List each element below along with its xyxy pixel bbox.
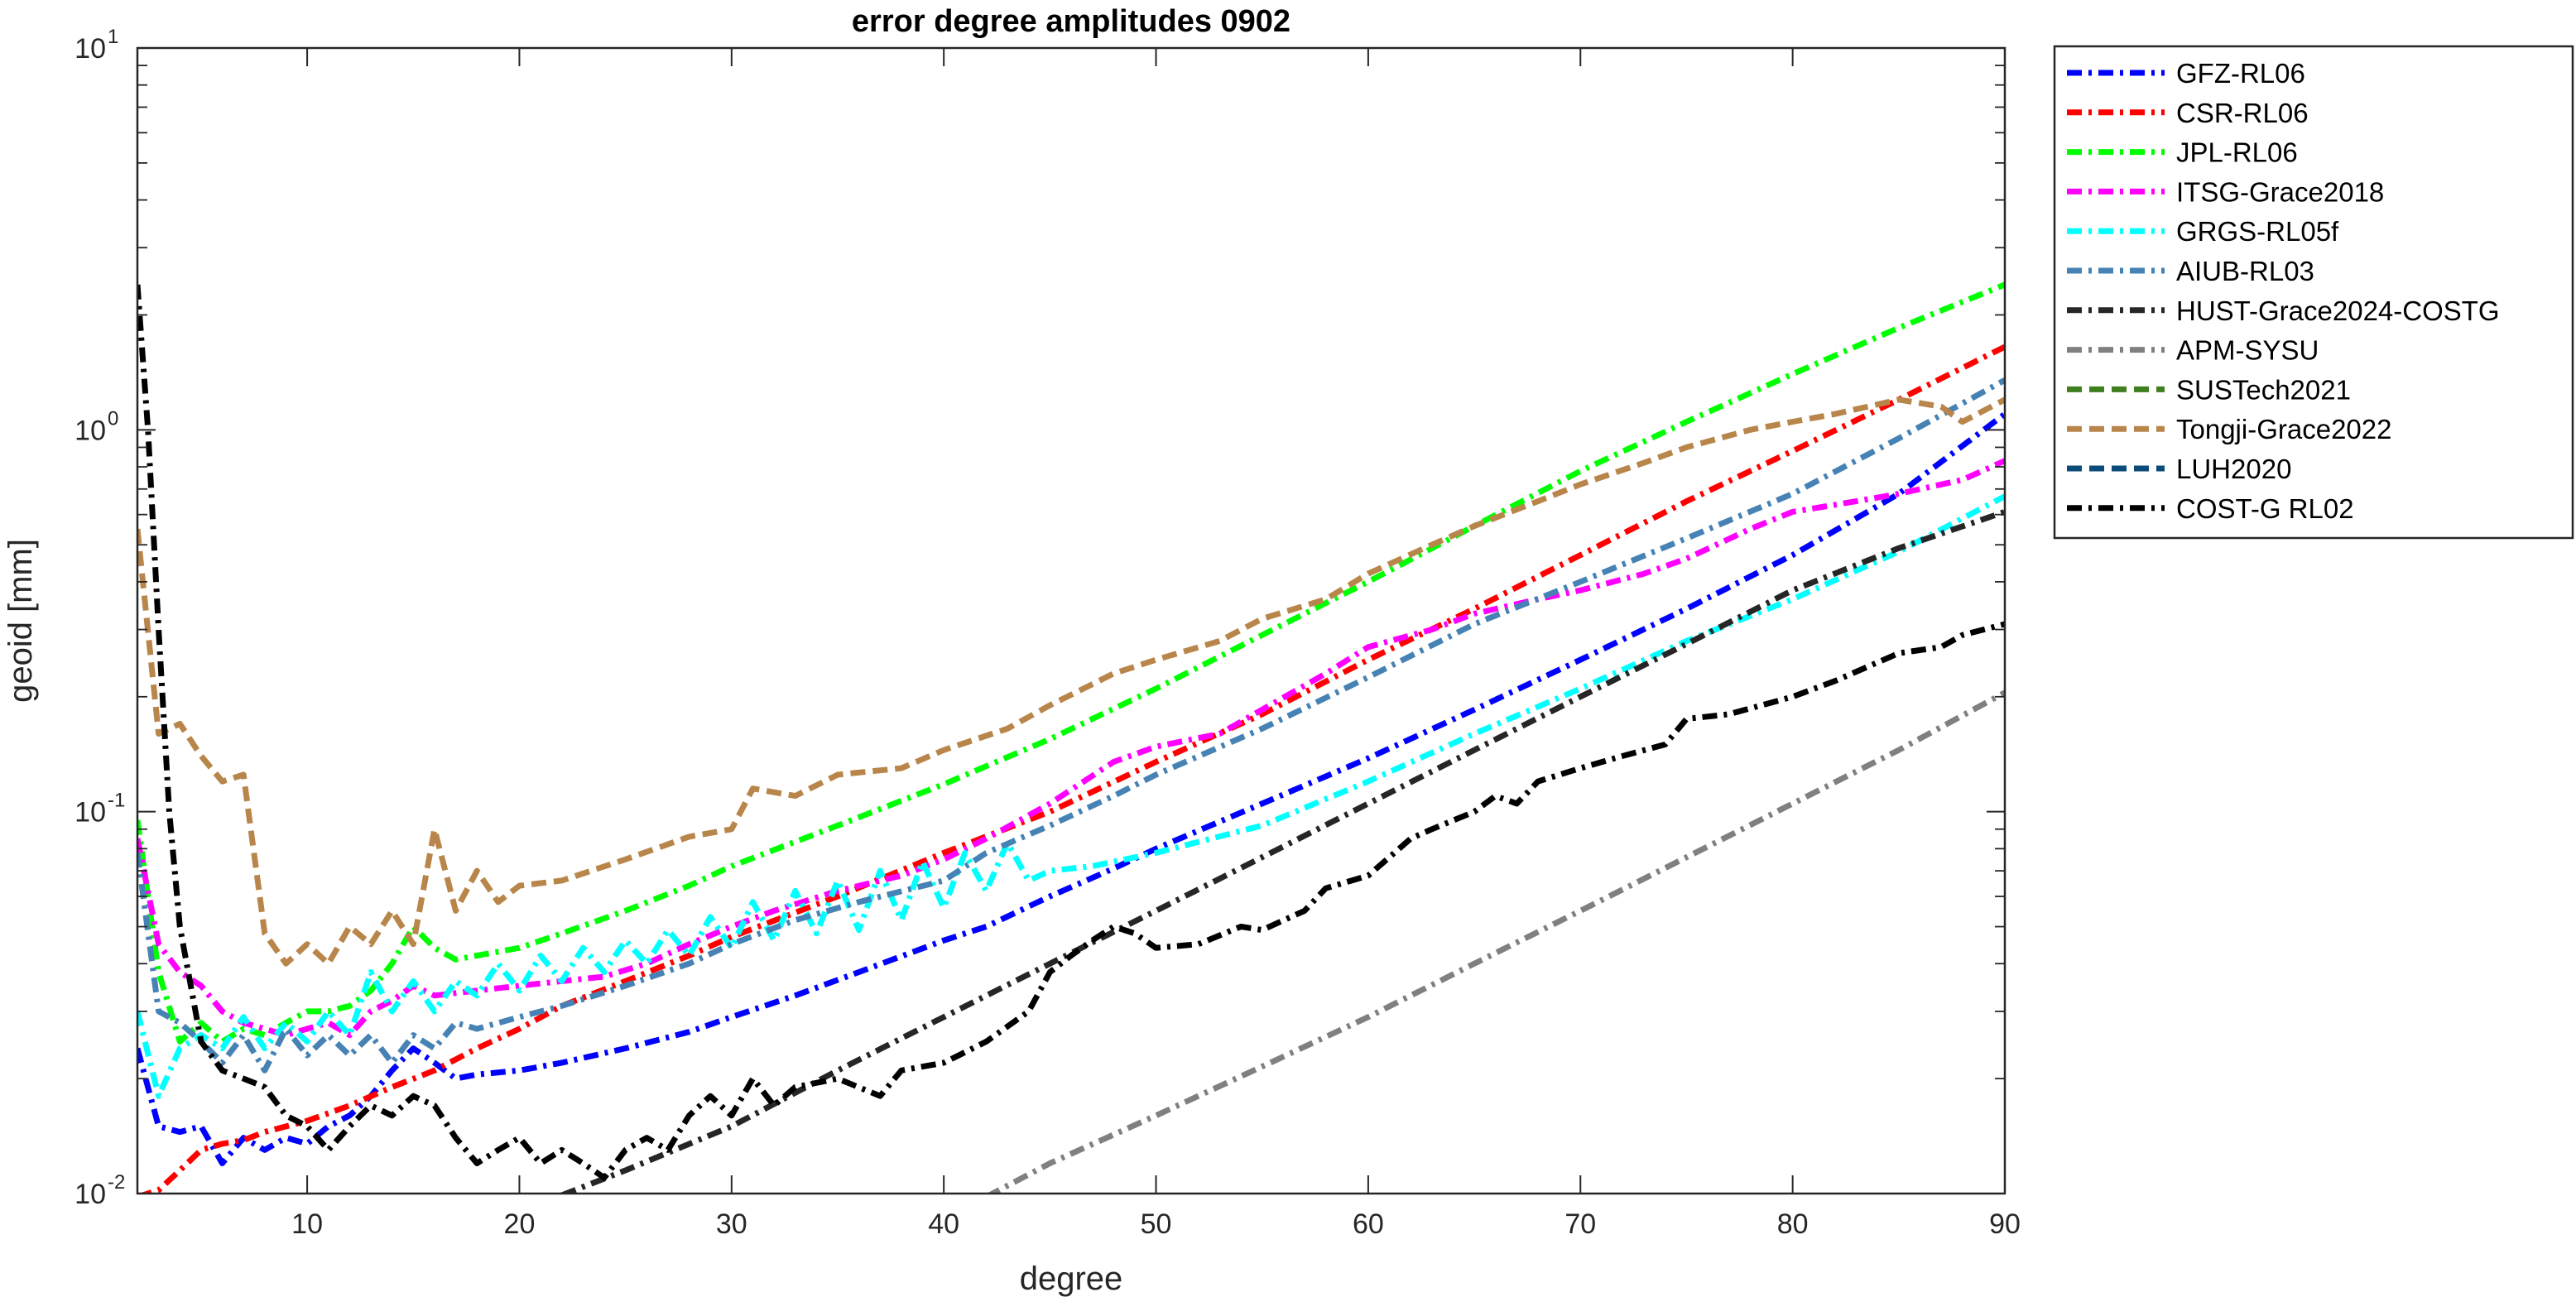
legend-label: SUSTech2021	[2176, 374, 2351, 405]
x-tick-label: 90	[1989, 1208, 2021, 1240]
series-line-hust-grace2024-costg	[560, 509, 2005, 1194]
legend-entry: CSR-RL06	[2067, 98, 2309, 128]
legend-label: COST-G RL02	[2176, 493, 2354, 524]
legend-label: JPL-RL06	[2176, 137, 2298, 168]
plot-frame	[136, 46, 2006, 1195]
y-tick-label: 10 -2	[74, 1171, 125, 1210]
y-tick-label-base: 10	[74, 415, 106, 446]
legend-label: GRGS-RL05f	[2176, 216, 2339, 247]
series-line-tongji-grace2022	[137, 396, 2005, 967]
legend-entry: SUSTech2021	[2067, 374, 2351, 405]
y-tick-label: 10 0	[74, 407, 118, 446]
legend-entry: ITSG-Grace2018	[2067, 176, 2384, 207]
legend: GFZ-RL06 CSR-RL06 JPL-RL06 ITSG-Grace2018 GR…	[2053, 45, 2574, 540]
legend-label: LUH2020	[2176, 454, 2291, 484]
legend-entry: Tongji-Grace2022	[2067, 414, 2392, 444]
y-tick-label-exponent: -1	[108, 790, 125, 812]
x-axis-label: degree	[1020, 1261, 1123, 1297]
legend-label: ITSG-Grace2018	[2176, 176, 2384, 207]
legend-label: GFZ-RL06	[2176, 58, 2305, 89]
series-line-itsg-grace2018	[137, 458, 2005, 1039]
legend-label: HUST-Grace2024-COSTG	[2176, 295, 2500, 326]
legend-label: APM-SYSU	[2176, 335, 2319, 366]
x-tick-label: 10	[291, 1208, 323, 1240]
y-tick-label-base: 10	[74, 33, 106, 65]
series-line-grgs-rl05f	[137, 493, 2005, 1099]
y-tick-label: 10 -1	[74, 790, 125, 829]
legend-entry: JPL-RL06	[2067, 137, 2298, 168]
y-tick-label: 10 1	[74, 26, 118, 65]
series-line-apm-sysu	[986, 689, 2005, 1194]
x-tick-label: 50	[1141, 1208, 1172, 1240]
series-layer	[137, 281, 2005, 1194]
y-axis-label: geoid [mm]	[2, 539, 39, 703]
series-line-aiub-rl03	[137, 377, 2005, 1074]
y-tick-label-exponent: -2	[108, 1171, 125, 1194]
x-tick-label: 20	[504, 1208, 536, 1240]
legend-entry: AIUB-RL03	[2067, 256, 2314, 286]
chart-title: error degree amplitudes 0902	[852, 4, 1290, 39]
x-tick-label: 80	[1777, 1208, 1809, 1240]
x-tick-label: 30	[716, 1208, 747, 1240]
y-tick-label-base: 10	[74, 1179, 106, 1210]
legend-entry: GRGS-RL05f	[2067, 216, 2339, 247]
legend-entry: GFZ-RL06	[2067, 58, 2305, 89]
y-tick-label-base: 10	[74, 797, 106, 829]
y-tick-label-exponent: 1	[108, 26, 118, 48]
x-tick-label: 70	[1564, 1208, 1596, 1240]
x-tick-label: 40	[928, 1208, 959, 1240]
series-line-jpl-rl06	[137, 281, 2005, 1045]
y-tick-label-exponent: 0	[108, 407, 118, 430]
legend-entry: HUST-Grace2024-COSTG	[2067, 295, 2500, 326]
x-tick-label: 60	[1353, 1208, 1384, 1240]
legend-label: Tongji-Grace2022	[2176, 414, 2392, 444]
series-line-csr-rl06	[138, 343, 2005, 1194]
series-line-gfz-rl06	[137, 411, 2005, 1166]
legend-entry: COST-G RL02	[2067, 493, 2354, 524]
legend-label: AIUB-RL03	[2176, 256, 2314, 286]
legend-entry: LUH2020	[2067, 454, 2291, 484]
legend-entry: APM-SYSU	[2067, 335, 2319, 366]
legend-box	[2053, 45, 2574, 540]
plot-area	[137, 48, 2005, 1194]
legend-label: CSR-RL06	[2176, 98, 2309, 128]
